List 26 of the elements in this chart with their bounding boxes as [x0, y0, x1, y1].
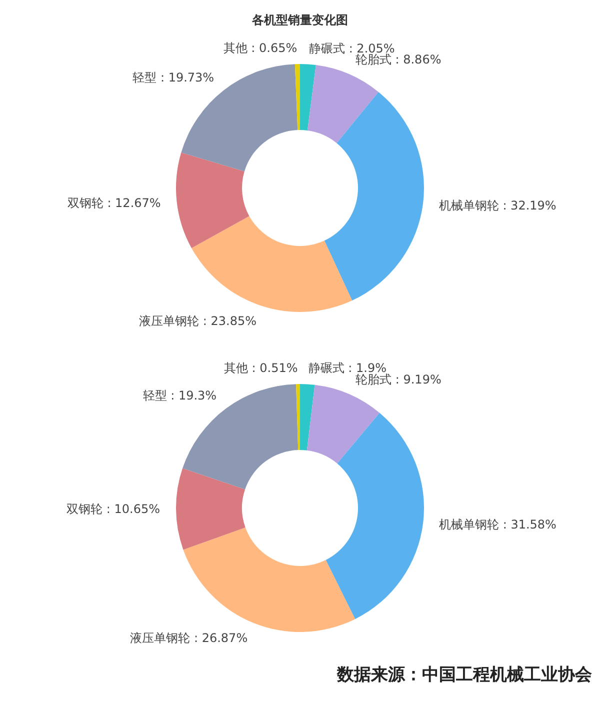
slice-label: 其他 : 0.65%	[223, 41, 298, 56]
slice-label: 轻型 : 19.3%	[142, 388, 217, 403]
slice-label: 轮胎式 : 9.19%	[356, 372, 442, 386]
donut-slice	[183, 528, 356, 632]
slice-label: 机械单钢轮 : 31.58%	[439, 518, 556, 532]
donut-slice	[176, 468, 246, 550]
donut-slice	[324, 92, 424, 301]
donut-slice	[296, 384, 300, 450]
donut-slice	[192, 216, 352, 312]
donut-slice	[306, 384, 380, 464]
donut-slice	[326, 412, 424, 620]
donut-slice	[300, 64, 316, 130]
slice-label: 液压单钢轮 : 26.87%	[130, 630, 248, 645]
slice-label: 机械单钢轮 : 32.19%	[438, 198, 556, 213]
source-note: 数据来源：中国工程机械工业协会	[336, 665, 593, 685]
slice-label: 双钢轮 : 12.67%	[67, 196, 161, 210]
donut-slice	[307, 65, 378, 144]
donut-slice	[294, 64, 300, 130]
slice-label: 液压单钢轮 : 23.85%	[139, 314, 257, 328]
slice-label: 轻型 : 19.73%	[132, 70, 214, 84]
donut-slice	[176, 152, 250, 248]
donut-slice	[300, 384, 315, 450]
slice-label: 轮胎式 : 8.86%	[355, 52, 442, 66]
chart-title: 各机型销量变化图	[251, 13, 348, 27]
slice-label: 其他 : 0.51%	[224, 361, 298, 376]
slice-label: 双钢轮 : 10.65%	[66, 502, 160, 516]
